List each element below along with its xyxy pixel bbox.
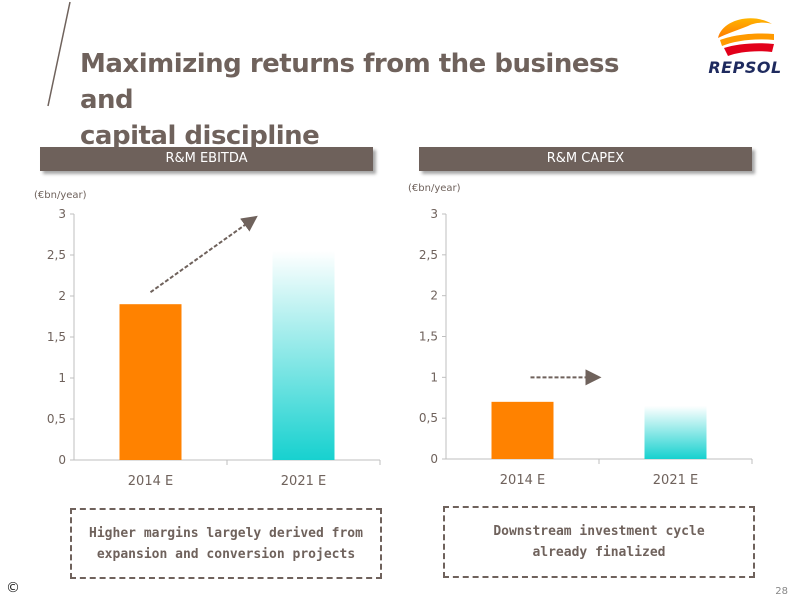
ebitda-y-tick-label: 0: [58, 453, 66, 467]
capex-y-tick-label: 3: [430, 207, 438, 221]
ebitda-header: R&M EBITDA: [40, 147, 373, 171]
ebitda-bar-2021-e: [272, 250, 335, 460]
ebitda-y-tick-label: 1: [58, 371, 66, 385]
copyright-symbol: ©: [6, 580, 20, 596]
ebitda-y-tick-label: 0,5: [47, 412, 66, 426]
capex-y-tick-label: 2: [430, 289, 438, 303]
ebitda-y-tick-label: 1,5: [47, 330, 66, 344]
capex-y-tick-label: 1: [430, 370, 438, 384]
capex-header: R&M CAPEX: [419, 147, 752, 171]
page-number: 28: [775, 586, 788, 597]
ebitda-unit-label: (€bn/year): [34, 190, 87, 201]
ebitda-y-tick-label: 3: [58, 207, 66, 221]
capex-y-tick-label: 1,5: [419, 330, 438, 344]
capex-y-tick-label: 0,5: [419, 411, 438, 425]
ebitda-callout-line-2: expansion and conversion projects: [96, 546, 356, 562]
title-line-2: capital discipline: [80, 121, 320, 151]
page-title: Maximizing returns from the business and…: [80, 46, 640, 154]
capex-unit-label: (€bn/year): [408, 183, 461, 194]
ebitda-callout: Higher margins largely derived from expa…: [70, 508, 382, 579]
capex-bar-2014-e: [491, 401, 554, 459]
decorative-slash: [47, 1, 71, 107]
title-line-1: Maximizing returns from the business and: [80, 49, 619, 115]
ebitda-trend-arrow: [149, 215, 258, 294]
capex-y-tick-label: 2,5: [419, 248, 438, 262]
ebitda-callout-line-1: Higher margins largely derived from: [89, 525, 363, 541]
capex-callout: Downstream investment cycle already fina…: [443, 506, 755, 578]
capex-callout-line-2: already finalized: [532, 545, 666, 560]
capex-bar-2021-e: [644, 405, 707, 459]
capex-x-tick-label: 2021 E: [653, 473, 698, 488]
ebitda-x-tick-label: 2014 E: [128, 474, 173, 489]
repsol-logo: REPSOL: [700, 10, 790, 80]
capex-y-tick-label: 0: [430, 452, 438, 466]
capex-callout-line-1: Downstream investment cycle: [493, 524, 705, 539]
ebitda-y-tick-label: 2: [58, 289, 66, 303]
logo-text: REPSOL: [708, 58, 782, 77]
ebitda-y-tick-label: 2,5: [47, 248, 66, 262]
ebitda-bar-2014-e: [119, 304, 182, 460]
repsol-flame-icon: [718, 18, 774, 56]
capex-x-tick-label: 2014 E: [500, 473, 545, 488]
ebitda-x-tick-label: 2021 E: [281, 474, 326, 489]
